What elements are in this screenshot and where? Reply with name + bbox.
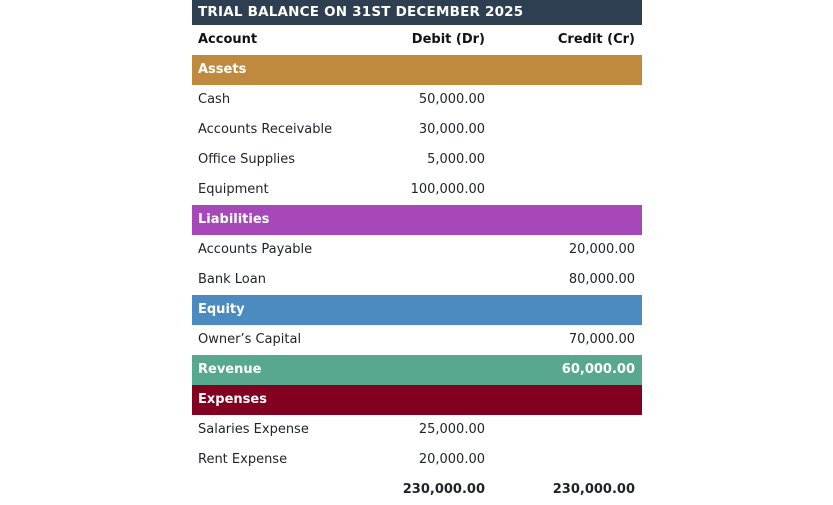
table-row: Bank Loan 80,000.00 [192,265,642,295]
account-name: Cash [198,92,231,107]
section-header-equity: Equity [192,295,642,325]
totals-row: 230,000.00 230,000.00 [192,475,642,505]
total-debit: 230,000.00 [402,482,485,497]
table-row: Owner’s Capital 70,000.00 [192,325,642,355]
table-row: Salaries Expense 25,000.00 [192,415,642,445]
credit-amount: 70,000.00 [568,332,635,347]
section-name: Expenses [198,392,267,407]
table-title-bar: TRIAL BALANCE ON 31ST DECEMBER 2025 [192,0,642,25]
table-row: Rent Expense 20,000.00 [192,445,642,475]
section-header-expenses: Expenses [192,385,642,415]
account-name: Rent Expense [198,452,288,467]
debit-amount: 30,000.00 [418,122,485,137]
credit-amount: 20,000.00 [568,242,635,257]
column-header-row: Account Debit (Dr) Credit (Cr) [192,25,642,55]
section-header-assets: Assets [192,55,642,85]
debit-amount: 100,000.00 [410,182,485,197]
credit-amount: 80,000.00 [568,272,635,287]
table-row: Office Supplies 5,000.00 [192,145,642,175]
table-body: Assets Cash 50,000.00 Accounts Receivable 30… [192,55,642,475]
account-name: Salaries Expense [198,422,309,437]
section-header-liabilities: Liabilities [192,205,642,235]
total-credit: 230,000.00 [552,482,635,497]
account-name: Accounts Payable [198,242,313,257]
section-header-revenue: Revenue 60,000.00 [192,355,642,385]
debit-amount: 50,000.00 [418,92,485,107]
debit-column-header: Debit (Dr) [411,32,485,47]
account-name: Bank Loan [198,272,266,287]
trial-balance-table: TRIAL BALANCE ON 31ST DECEMBER 2025 Acco… [192,0,642,505]
table-row: Cash 50,000.00 [192,85,642,115]
table-row: Accounts Receivable 30,000.00 [192,115,642,145]
table-row: Accounts Payable 20,000.00 [192,235,642,265]
account-column-header: Account [198,32,258,47]
account-name: Owner’s Capital [198,332,302,347]
account-name: Accounts Receivable [198,122,333,137]
section-name: Equity [198,302,245,317]
credit-column-header: Credit (Cr) [557,32,635,47]
table-title: TRIAL BALANCE ON 31ST DECEMBER 2025 [198,4,524,20]
section-name: Liabilities [198,212,270,227]
section-credit: 60,000.00 [561,362,635,377]
account-name: Office Supplies [198,152,296,167]
section-name: Assets [198,62,247,77]
debit-amount: 20,000.00 [418,452,485,467]
debit-amount: 25,000.00 [418,422,485,437]
table-row: Equipment 100,000.00 [192,175,642,205]
debit-amount: 5,000.00 [427,152,485,167]
account-name: Equipment [198,182,269,197]
section-name: Revenue [198,362,262,377]
